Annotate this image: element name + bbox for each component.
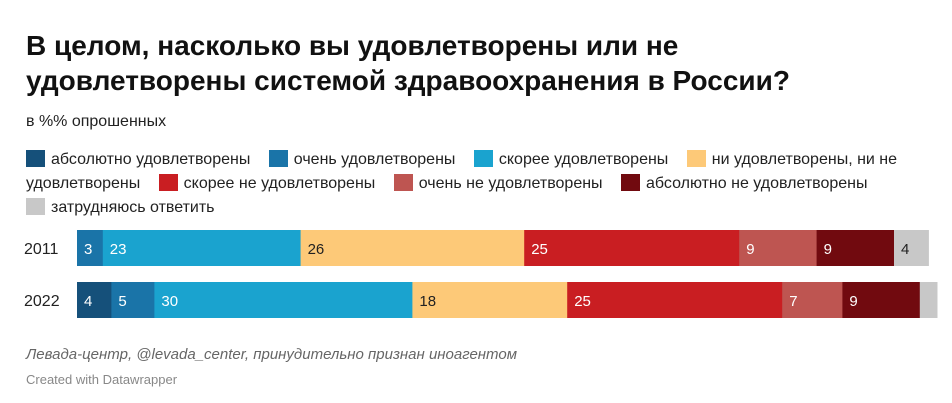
legend-item: ни удовлетворены, ни не удовлетворены xyxy=(26,150,898,192)
legend-label: скорее не удовлетворены xyxy=(183,175,376,192)
legend-label: очень удовлетворены xyxy=(293,151,456,168)
data-label: 30 xyxy=(161,293,178,310)
bar-segment xyxy=(782,282,843,318)
data-label: 25 xyxy=(574,293,591,310)
data-label: 4 xyxy=(901,241,909,258)
chart-subtitle: в %% опрошенных xyxy=(26,113,167,130)
legend-swatch xyxy=(158,174,178,191)
bar-segment xyxy=(300,230,525,266)
bar-segment xyxy=(102,230,302,266)
bar-segment xyxy=(567,282,783,318)
row-label: 2022 xyxy=(24,293,60,310)
legend-item: скорее удовлетворены xyxy=(473,150,669,168)
bar-segment xyxy=(154,282,413,318)
data-label: 7 xyxy=(789,293,797,310)
legend-item: очень удовлетворены xyxy=(268,150,456,168)
legend-swatch xyxy=(268,150,288,167)
data-label: 9 xyxy=(849,293,857,310)
legend-label: очень не удовлетворены xyxy=(418,175,603,192)
bar-segment xyxy=(524,230,740,266)
legend-label: ни удовлетворены, ни не удовлетворены xyxy=(26,151,898,192)
legend-swatch xyxy=(26,198,45,215)
legend-swatch xyxy=(621,174,640,191)
legend-item: абсолютно не удовлетворены xyxy=(621,174,868,192)
legend-label: скорее удовлетворены xyxy=(498,151,669,168)
data-label: 25 xyxy=(531,241,548,258)
bar-segment xyxy=(816,230,895,266)
data-label: 18 xyxy=(419,293,436,310)
chart-title: В целом, насколько вы удовлетворены или … xyxy=(26,30,790,96)
legend-swatch xyxy=(26,150,45,167)
data-label: 23 xyxy=(110,241,127,258)
legend: абсолютно удовлетворены очень удовлетвор… xyxy=(26,148,906,220)
stacked-bar-chart: 2011 3 23 26 25 9 9 4 2022 4 5 30 18 25 7 9 xyxy=(24,230,938,318)
legend-label: абсолютно удовлетворены xyxy=(51,151,251,168)
bar-segment xyxy=(894,230,929,266)
credit-note: Created with Datawrapper xyxy=(26,372,178,387)
data-label: 26 xyxy=(308,241,325,258)
data-label: 5 xyxy=(118,293,126,310)
bar-segment xyxy=(842,282,921,318)
legend-item: очень не удовлетворены xyxy=(393,174,603,192)
data-label: 3 xyxy=(84,241,92,258)
legend-item: затрудняюсь ответить xyxy=(26,198,215,216)
bar-segment xyxy=(111,282,155,318)
data-label: 9 xyxy=(824,241,832,258)
source-note: Левада-центр, @levada_center, принудител… xyxy=(26,346,518,363)
row-label: 2011 xyxy=(24,241,59,258)
bar-segment xyxy=(77,282,112,318)
bar-segment xyxy=(919,282,938,318)
data-label: 4 xyxy=(84,293,92,310)
legend-swatch xyxy=(393,174,413,191)
bar-segment xyxy=(412,282,568,318)
legend-item: скорее не удовлетворены xyxy=(158,174,376,192)
bar-segment xyxy=(739,230,818,266)
legend-swatch xyxy=(473,150,493,167)
legend-label: абсолютно не удовлетворены xyxy=(646,175,868,192)
legend-item: абсолютно удовлетворены xyxy=(26,150,251,168)
legend-swatch xyxy=(686,150,706,167)
bar-segment xyxy=(77,230,104,266)
data-label: 9 xyxy=(746,241,754,258)
legend-label: затрудняюсь ответить xyxy=(51,199,215,216)
